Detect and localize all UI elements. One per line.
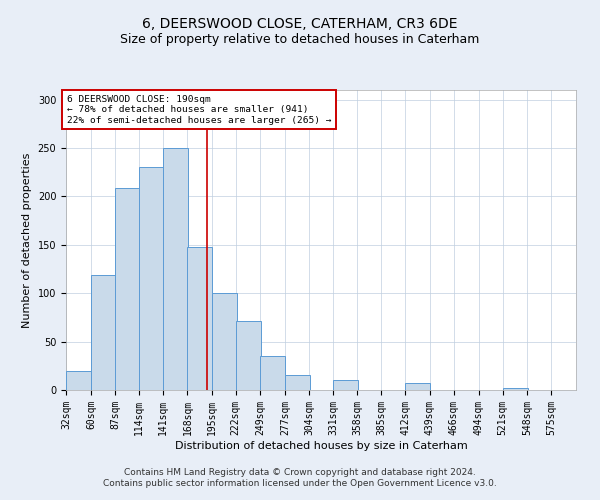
Bar (212, 293, 236, 390)
Text: Contains HM Land Registry data © Crown copyright and database right 2024.
Contai: Contains HM Land Registry data © Crown c… (103, 468, 497, 487)
Bar (91, 275, 116, 390)
Bar (285, 376, 310, 390)
Text: Size of property relative to detached houses in Caterham: Size of property relative to detached ho… (121, 32, 479, 46)
Bar (406, 383, 430, 390)
Bar (163, 148, 188, 390)
Y-axis label: Number of detached properties: Number of detached properties (22, 152, 32, 328)
Bar (503, 388, 528, 390)
Bar (187, 247, 212, 390)
Text: 6 DEERSWOOD CLOSE: 190sqm
← 78% of detached houses are smaller (941)
22% of semi: 6 DEERSWOOD CLOSE: 190sqm ← 78% of detac… (67, 95, 331, 124)
Bar (333, 380, 358, 390)
Bar (115, 188, 140, 390)
Bar (66, 370, 91, 390)
Bar (236, 322, 261, 390)
Bar (139, 168, 164, 390)
X-axis label: Distribution of detached houses by size in Caterham: Distribution of detached houses by size … (175, 440, 467, 450)
Text: 6, DEERSWOOD CLOSE, CATERHAM, CR3 6DE: 6, DEERSWOOD CLOSE, CATERHAM, CR3 6DE (142, 18, 458, 32)
Bar (260, 356, 285, 390)
